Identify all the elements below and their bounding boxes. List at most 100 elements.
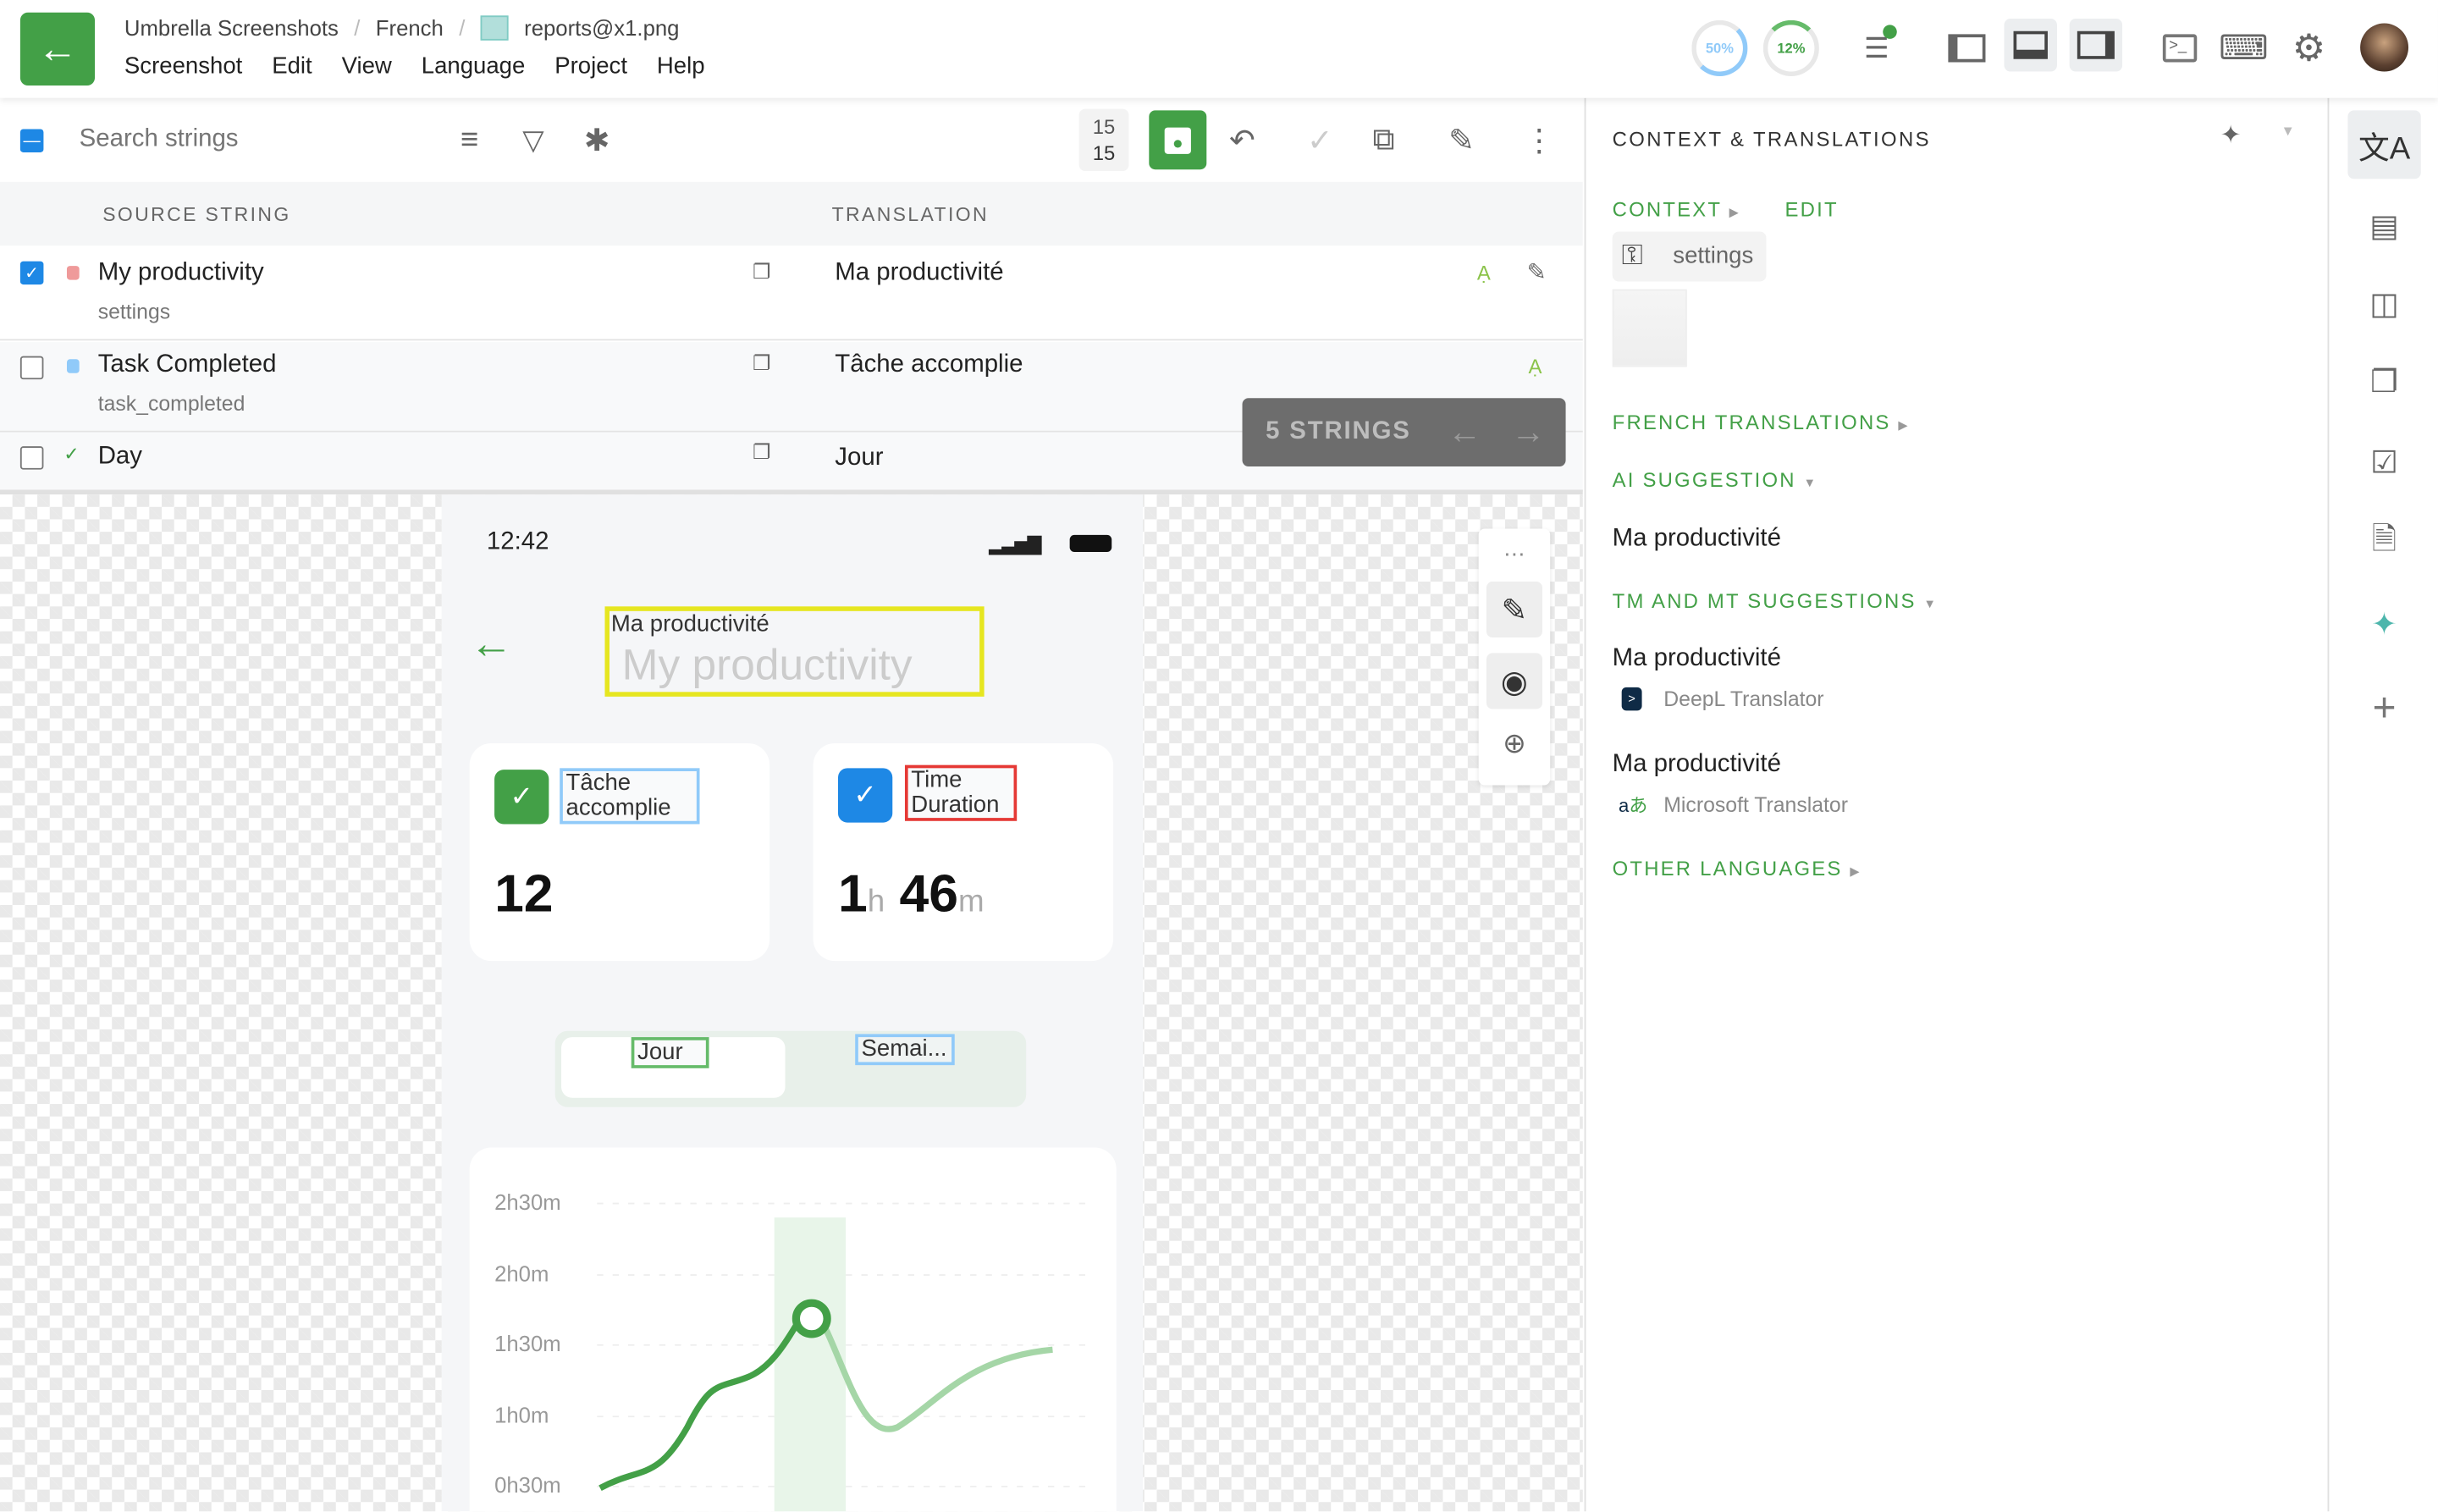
source-text: Day: [97, 443, 142, 470]
row-checkbox[interactable]: [19, 446, 44, 470]
right-rail: 文A ▤ ◫ ❐ ☑ 🗎 ✦ +: [2327, 97, 2438, 1512]
suggestion-item[interactable]: Ma productivité > DeepL Translator: [1612, 645, 1824, 711]
ai-suggestion-toggle[interactable]: AI SUGGESTION ▼: [1612, 467, 1818, 492]
breadcrumb-project[interactable]: Umbrella Screenshots: [124, 15, 339, 41]
tm-mt-toggle[interactable]: TM AND MT SUGGESTIONS ▼: [1612, 589, 1939, 613]
series-line: [598, 1300, 814, 1491]
chevron-down-icon[interactable]: ▼: [2281, 123, 2295, 139]
strings-count-label: 5 STRINGS: [1266, 418, 1411, 445]
copy-source-icon[interactable]: ⧉: [1372, 122, 1395, 157]
zoom-in-icon[interactable]: ⊕: [1503, 726, 1526, 759]
translation-memory-icon[interactable]: ❐: [2370, 364, 2399, 400]
select-all-checkbox[interactable]: —: [19, 129, 44, 152]
next-arrow-icon[interactable]: →: [1511, 411, 1547, 451]
edit-context-button[interactable]: EDIT: [1784, 197, 1839, 221]
selected-point: [792, 1299, 831, 1338]
screenshot-icon[interactable]: ❐: [752, 351, 771, 375]
tab-week-overlay[interactable]: Semai...: [855, 1034, 955, 1066]
tasks-card: ✓ Tâche accomplie 12: [469, 742, 770, 962]
prev-arrow-icon[interactable]: ←: [1447, 411, 1484, 451]
filter-icon[interactable]: ▽: [522, 124, 544, 155]
menu-project[interactable]: Project: [554, 52, 627, 80]
terminal-icon[interactable]: >_: [2154, 22, 2206, 74]
menu-screenshot[interactable]: Screenshot: [124, 52, 243, 80]
translation-text[interactable]: Tâche accomplie: [835, 351, 1023, 378]
screenshot-icon[interactable]: ❐: [752, 259, 771, 284]
eye-icon[interactable]: ◉: [1486, 653, 1543, 709]
layout-sidebar-right-icon[interactable]: [2069, 19, 2123, 72]
column-source: SOURCE STRING: [102, 203, 291, 226]
qa-checks-icon[interactable]: ☑: [2370, 445, 2399, 480]
pencil-icon[interactable]: ✎: [1526, 259, 1547, 286]
row-checkbox[interactable]: [19, 356, 44, 380]
table-row[interactable]: ✓ My productivity settings ❐ Ma producti…: [0, 246, 1583, 341]
floppy-icon: [1164, 126, 1191, 153]
string-counter: 15 15: [1078, 108, 1129, 172]
table-row[interactable]: Task Completed task_completed ❐ Tâche ac…: [0, 342, 1583, 433]
keyboard-icon[interactable]: ⌨: [2219, 28, 2269, 67]
menu-bar: Screenshot Edit View Language Project He…: [124, 52, 705, 79]
menu-help[interactable]: Help: [656, 52, 705, 80]
french-translations-toggle[interactable]: FRENCH TRANSLATIONS ▶: [1612, 410, 1910, 434]
label-overlay[interactable]: Time Duration: [904, 764, 1018, 821]
duration-card: ✓ Time Duration 1h 46m: [813, 742, 1114, 962]
phone-screenshot: 12:42 ▂▃▅▇ ← Ma productivité My producti…: [441, 494, 1143, 1512]
strings-count-badge: 5 STRINGS ← →: [1242, 398, 1566, 467]
breadcrumb-language[interactable]: French: [375, 15, 444, 41]
layout-bottom-panel-icon[interactable]: [2004, 19, 2057, 72]
screenshot-thumbnail[interactable]: [1612, 289, 1687, 367]
deepl-icon: >: [1621, 687, 1642, 711]
title-overlay[interactable]: Ma productivité: [610, 610, 769, 638]
avatar[interactable]: [2360, 23, 2409, 72]
sliders-icon[interactable]: ≡: [460, 122, 479, 157]
back-button[interactable]: ←: [19, 12, 96, 86]
more-vertical-icon[interactable]: ⋮: [1523, 124, 1555, 158]
screenshot-preview: 12:42 ▂▃▅▇ ← Ma productivité My producti…: [0, 494, 1583, 1512]
translated-progress[interactable]: 50%: [1691, 19, 1748, 76]
menu-language[interactable]: Language: [421, 52, 526, 80]
status-time: 12:42: [486, 528, 549, 555]
key-icon: ⚿: [1621, 239, 1643, 271]
pencil-icon[interactable]: ✎: [1486, 581, 1543, 638]
puzzle-icon[interactable]: ✱: [583, 124, 610, 158]
pencil-icon[interactable]: ✎: [1448, 124, 1475, 158]
line-chart: [597, 1202, 1092, 1512]
translate-icon[interactable]: 文A: [2347, 110, 2421, 179]
pin-icon[interactable]: ✦: [2220, 123, 2242, 150]
microsoft-translator-icon: aあ: [1619, 794, 1648, 817]
glossary-icon[interactable]: ◫: [2369, 286, 2399, 322]
save-button[interactable]: [1149, 110, 1207, 170]
status-approved-icon: ✓: [63, 443, 80, 466]
spellcheck-icon: Ạ: [1476, 261, 1491, 285]
translation-text[interactable]: Jour: [835, 444, 884, 472]
tasks-value: 12: [494, 864, 554, 924]
layout-sidebar-left-icon[interactable]: [1940, 22, 1993, 74]
suggestion-item[interactable]: Ma productivité aあ Microsoft Translator: [1612, 751, 1849, 817]
approve-check-icon[interactable]: ✓: [1306, 124, 1333, 158]
translation-text[interactable]: Ma productivité: [835, 259, 1004, 286]
drag-handle-icon[interactable]: ⋯: [1503, 540, 1525, 566]
undo-icon[interactable]: ↶: [1229, 124, 1255, 158]
other-languages-toggle[interactable]: OTHER LANGUAGES ▶: [1612, 857, 1862, 880]
context-toggle[interactable]: CONTEXT ▶: [1612, 197, 1741, 221]
menu-edit[interactable]: Edit: [272, 52, 312, 80]
menu-view[interactable]: View: [341, 52, 392, 80]
row-checkbox[interactable]: ✓: [19, 261, 44, 285]
tab-day-overlay[interactable]: Jour: [631, 1037, 709, 1068]
approved-progress[interactable]: 12%: [1762, 19, 1819, 76]
status-untranslated-icon: [66, 266, 80, 280]
comments-icon[interactable]: ▤: [2369, 209, 2399, 244]
column-translation: TRANSLATION: [831, 203, 989, 226]
editor-mode-icon[interactable]: ☰: [1851, 22, 1903, 74]
splitter[interactable]: [0, 489, 1583, 495]
gear-icon[interactable]: ⚙: [2292, 27, 2326, 69]
string-key: task_completed: [97, 391, 245, 416]
file-info-icon[interactable]: 🗎: [2371, 522, 2397, 557]
search-input[interactable]: [79, 119, 422, 161]
ai-assistant-icon[interactable]: ✦: [2371, 607, 2397, 642]
screenshot-icon[interactable]: ❐: [752, 439, 771, 464]
ai-suggestion-text[interactable]: Ma productivité: [1612, 525, 1781, 553]
y-label: 0h30m: [494, 1472, 561, 1498]
add-app-icon[interactable]: +: [2372, 683, 2397, 731]
label-overlay[interactable]: Tâche accomplie: [560, 768, 700, 825]
